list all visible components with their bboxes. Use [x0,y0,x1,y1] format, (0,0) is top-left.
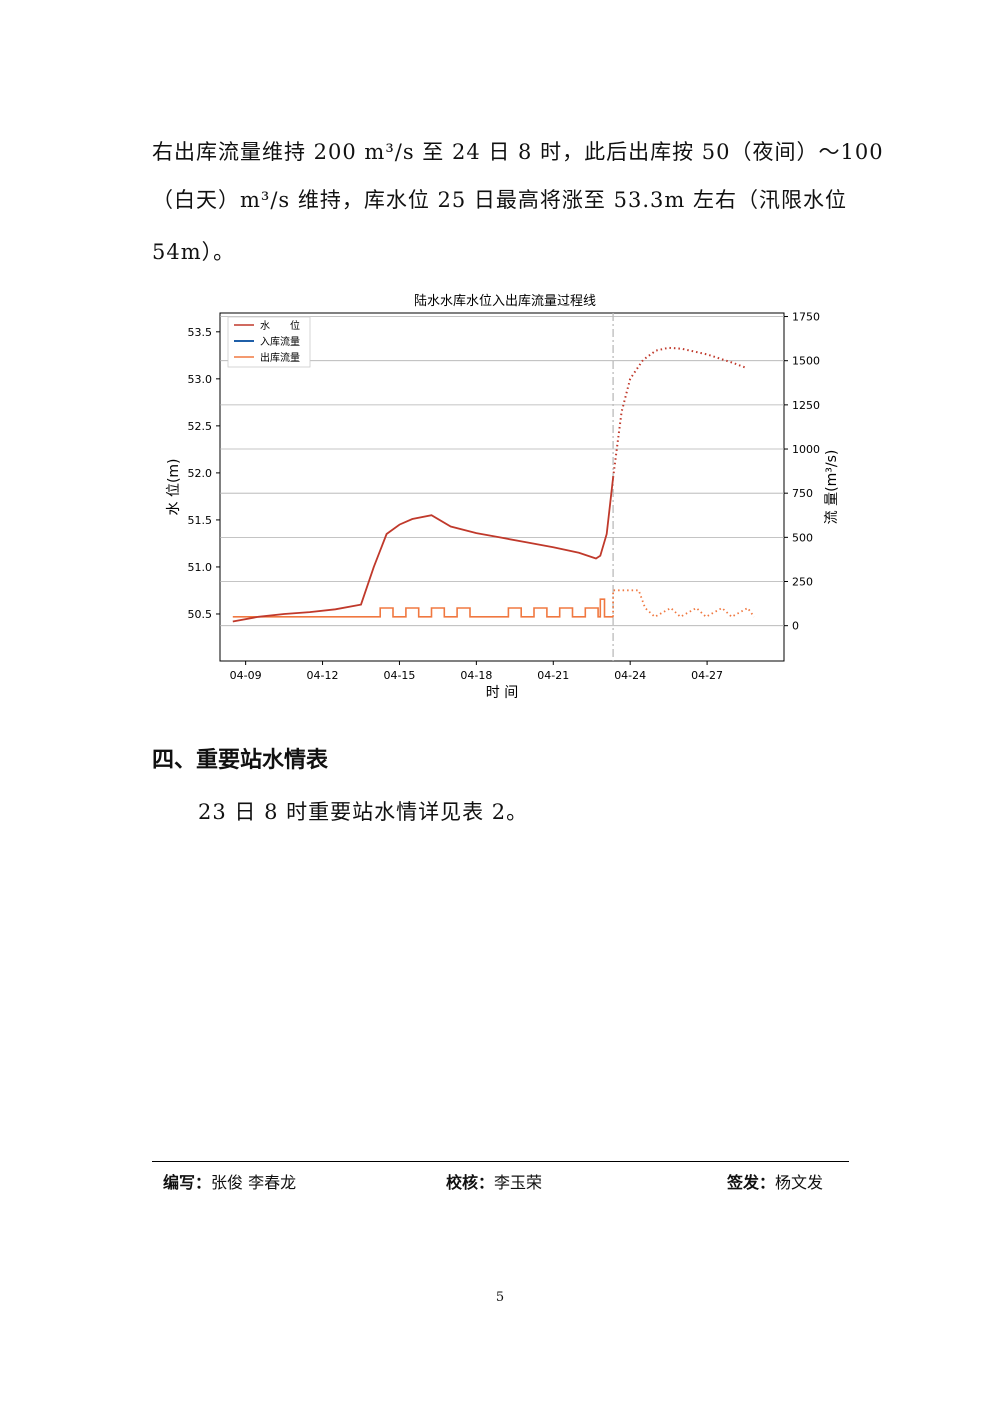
x-tick-3: 04-18 [460,669,492,682]
x-axis-label: 时 间 [486,685,518,701]
chart-legend: 水 位 入库流量 出库流量 [227,316,311,368]
author-name: 张俊 李春龙 [211,1173,297,1192]
series-outflow-forecast [612,589,755,618]
x-tick-5: 04-24 [614,669,646,682]
x-tick-2: 04-15 [383,669,415,682]
paragraph-line-3: 54m）。 [152,240,236,264]
y-right-tick-2: 500 [792,531,813,544]
y-left-tick-5: 53.0 [188,373,213,386]
chart-title: 陆水水库水位入出库流量过程线 [414,293,596,309]
y-right-tick-3: 750 [792,487,813,500]
y-right-tick-1: 250 [792,576,813,589]
series-outflow-observed [232,598,614,618]
x-tick-1: 04-12 [307,669,339,682]
y-right-tick-4: 1000 [792,443,820,456]
x-tick-4: 04-21 [537,669,569,682]
approver-label: 签发： [727,1173,776,1192]
legend-water-level: 水 位 [260,319,300,332]
checker-label: 校核： [446,1173,495,1192]
footer-divider [152,1161,849,1162]
y-left-tick-3: 52.0 [188,467,213,480]
reservoir-chart: 陆水水库水位入出库流量过程线 0 250 500 750 1000 1250 1500 175… [166,293,840,701]
footer-approver: 签发：杨文发 [727,1169,823,1193]
paragraph-line-2: （白天）m³/s 维持，库水位 25 日最高将涨至 53.3m 左右（汛限水位 [152,188,847,212]
y-left-tick-2: 51.5 [188,514,213,527]
approver-name: 杨文发 [775,1173,824,1192]
y-right-tick-0: 0 [792,620,799,633]
x-tick-0: 04-09 [230,669,262,682]
footer-author: 编写：张俊 李春龙 [163,1169,296,1193]
author-label: 编写： [163,1173,212,1192]
legend-outflow: 出库流量 [260,351,300,364]
y-left-tick-4: 52.5 [188,420,213,433]
plot-frame [219,312,785,662]
y-left-tick-0: 50.5 [188,608,213,621]
series-water-level-forecast [612,346,746,478]
x-tick-6: 04-27 [691,669,723,682]
paragraph-line-1: 右出库流量维持 200 m³/s 至 24 日 8 时，此后出库按 50（夜间）… [152,140,884,164]
page-number: 5 [495,1290,505,1305]
y-left-tick-6: 53.5 [188,326,213,339]
section-heading: 四、重要站水情表 [152,748,329,773]
y-axis-right-label: 流 量(m³/s) [824,450,840,525]
y-axis-left-label: 水 位(m) [166,458,182,515]
y-right-tick-6: 1500 [792,355,820,368]
series-water-level-observed [232,477,614,623]
section-text: 23 日 8 时重要站水情详见表 2。 [198,800,529,824]
y-right-tick-5: 1250 [792,399,820,412]
footer-checker: 校核：李玉荣 [446,1169,542,1193]
checker-name: 李玉荣 [494,1173,543,1192]
legend-inflow: 入库流量 [260,335,300,348]
y-right-tick-7: 1750 [792,311,820,324]
y-left-tick-1: 51.0 [188,561,213,574]
